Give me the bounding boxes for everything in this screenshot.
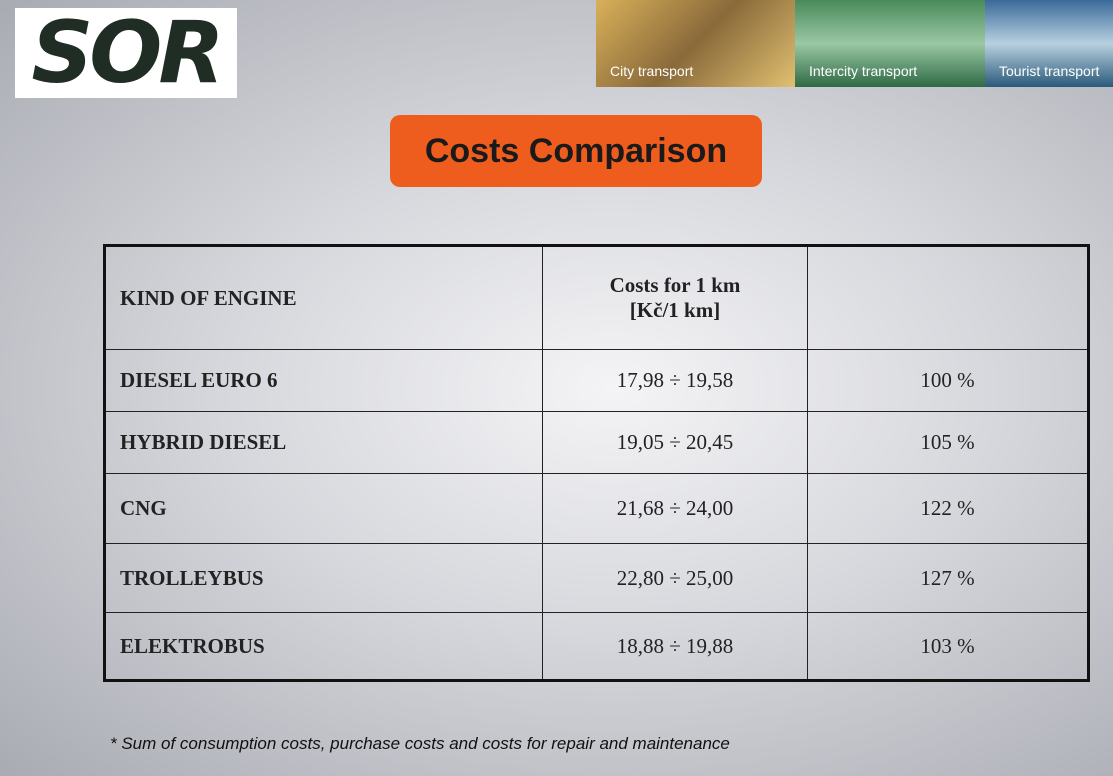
cost-table: KIND OF ENGINE Costs for 1 km [Kč/1 km] … xyxy=(103,244,1090,682)
cell: 103 % xyxy=(808,613,1089,681)
row: CNG 21,68 ÷ 24,00 122 % xyxy=(105,474,1089,544)
title: Costs Comparison xyxy=(390,115,762,187)
header-cell xyxy=(808,246,1089,350)
banner: City transport Intercity transport Touri… xyxy=(596,0,1113,87)
cell: DIESEL EURO 6 xyxy=(105,350,543,412)
cell: 22,80 ÷ 25,00 xyxy=(543,544,808,613)
header-cell: Costs for 1 km [Kč/1 km] xyxy=(543,246,808,350)
cell: 19,05 ÷ 20,45 xyxy=(543,412,808,474)
banner-label: Intercity transport xyxy=(809,63,917,79)
cell: CNG xyxy=(105,474,543,544)
row: DIESEL EURO 6 17,98 ÷ 19,58 100 % xyxy=(105,350,1089,412)
row: HYBRID DIESEL 19,05 ÷ 20,45 105 % xyxy=(105,412,1089,474)
cell: 127 % xyxy=(808,544,1089,613)
row: TROLLEYBUS 22,80 ÷ 25,00 127 % xyxy=(105,544,1089,613)
footnote: * Sum of consumption costs, purchase cos… xyxy=(110,734,730,754)
header-line: [Kč/1 km] xyxy=(543,298,807,323)
header-cell: KIND OF ENGINE xyxy=(105,246,543,350)
banner-label: City transport xyxy=(610,63,693,79)
banner-image: City transport xyxy=(596,0,795,87)
cell: ELEKTROBUS xyxy=(105,613,543,681)
cell: 18,88 ÷ 19,88 xyxy=(543,613,808,681)
banner-image: Intercity transport xyxy=(795,0,985,87)
cell: 122 % xyxy=(808,474,1089,544)
header-line: Costs for 1 km xyxy=(543,273,807,298)
banner-label: Tourist transport xyxy=(999,63,1099,79)
row: ELEKTROBUS 18,88 ÷ 19,88 103 % xyxy=(105,613,1089,681)
cell: 105 % xyxy=(808,412,1089,474)
cell: TROLLEYBUS xyxy=(105,544,543,613)
slide: SOR City transport Intercity transport T… xyxy=(0,0,1113,776)
logo: SOR xyxy=(15,8,237,98)
cell: 100 % xyxy=(808,350,1089,412)
cell: 17,98 ÷ 19,58 xyxy=(543,350,808,412)
cell: 21,68 ÷ 24,00 xyxy=(543,474,808,544)
banner-image: Tourist transport xyxy=(985,0,1113,87)
cell: HYBRID DIESEL xyxy=(105,412,543,474)
header-row: KIND OF ENGINE Costs for 1 km [Kč/1 km] xyxy=(105,246,1089,350)
